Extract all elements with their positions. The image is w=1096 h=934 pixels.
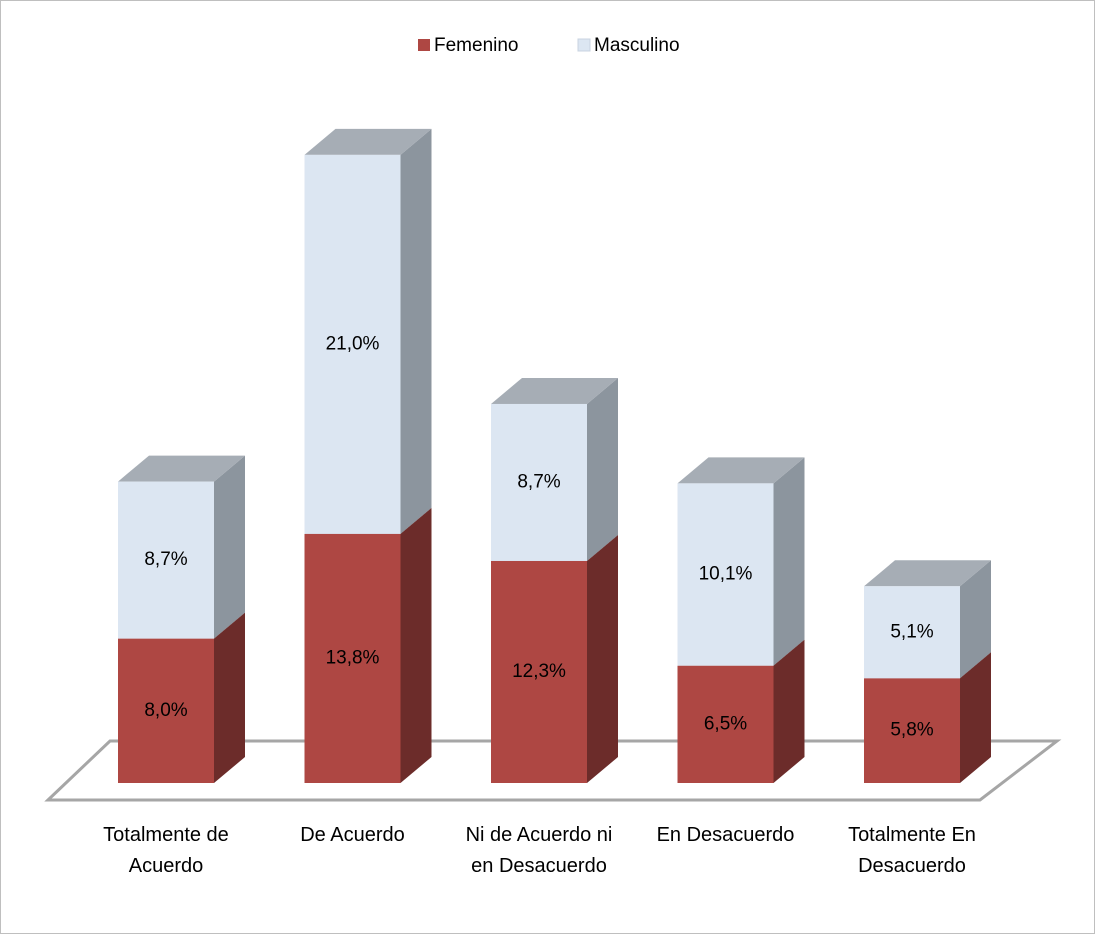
bar-segment — [304, 507, 432, 783]
bar-side — [214, 612, 245, 783]
data-label: 13,8% — [326, 647, 380, 668]
bar-side — [400, 128, 432, 534]
bar-side — [773, 639, 805, 783]
bar-front — [677, 665, 774, 783]
x-tick-label: En Desacuerdo — [656, 824, 795, 846]
bar-front — [304, 154, 401, 534]
data-label: 12,3% — [512, 661, 566, 682]
bar-front — [118, 481, 214, 639]
bar-segment — [677, 457, 805, 666]
bar-front — [491, 560, 587, 783]
legend-swatch — [418, 39, 430, 51]
bar-segment — [491, 534, 618, 783]
bar-side — [960, 560, 991, 679]
bar-top — [304, 128, 432, 155]
bar-side — [587, 534, 618, 783]
bar-segment — [677, 639, 805, 783]
bar-side — [400, 507, 432, 783]
data-label: 8,7% — [517, 471, 560, 492]
legend-label: Masculino — [594, 35, 680, 56]
bar-segment — [118, 455, 245, 639]
bar-front — [118, 638, 214, 783]
bar-segment — [491, 377, 618, 561]
bar-segment — [304, 128, 432, 534]
data-label: 8,7% — [144, 549, 187, 570]
data-label: 10,1% — [699, 564, 753, 585]
bar-top — [118, 455, 245, 482]
bar-top — [491, 377, 618, 404]
x-tick-label: Totalmente En Desacuerdo — [848, 824, 976, 877]
bar-front — [677, 483, 774, 666]
data-label: 21,0% — [326, 333, 380, 354]
bar-front — [304, 533, 401, 783]
x-tick-label: Totalmente de Acuerdo — [103, 824, 229, 877]
bar-segment — [864, 560, 991, 679]
data-label: 6,5% — [704, 713, 747, 734]
bar-side — [773, 457, 805, 666]
bar-front — [864, 586, 960, 679]
bar-side — [587, 377, 618, 561]
bar-top — [677, 457, 805, 484]
bar-front — [491, 403, 587, 561]
data-label: 5,8% — [890, 720, 933, 741]
bar-front — [864, 678, 960, 783]
data-label: 5,1% — [890, 621, 933, 642]
floor — [44, 739, 1062, 802]
bar-side — [214, 455, 245, 639]
legend-swatch — [577, 38, 591, 52]
bar-side — [960, 652, 991, 783]
bar-top — [864, 560, 991, 587]
data-label: 8,0% — [144, 700, 187, 721]
x-tick-label: De Acuerdo — [300, 824, 405, 846]
x-tick-label: Ni de Acuerdo ni en Desacuerdo — [465, 824, 613, 877]
legend-label: Femenino — [434, 35, 519, 56]
